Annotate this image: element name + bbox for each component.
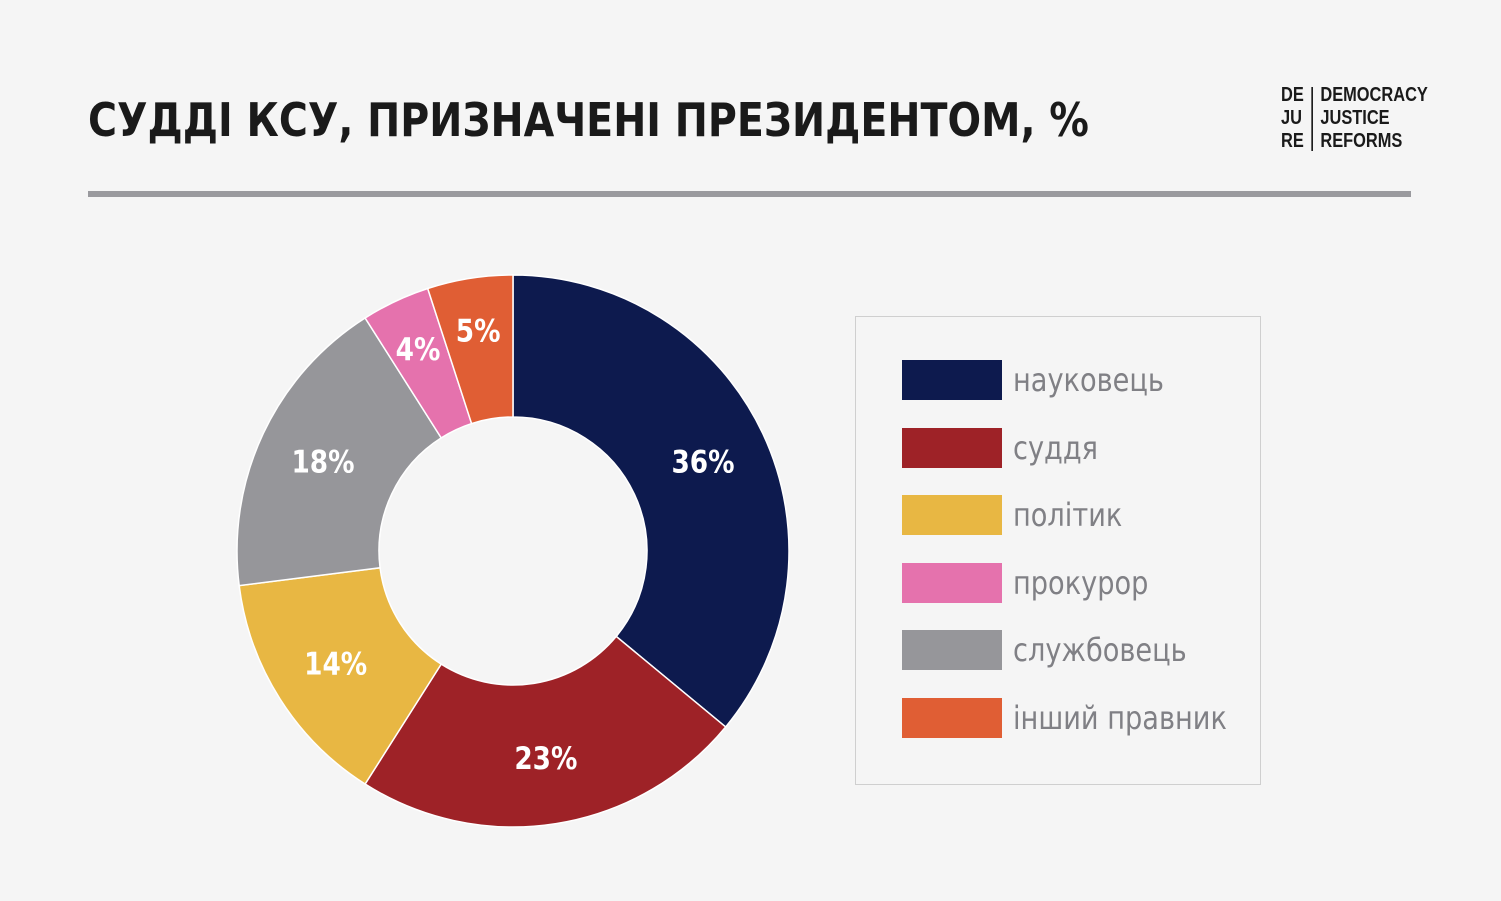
- donut-slice-3: [236, 316, 443, 587]
- legend-swatch: [902, 360, 1002, 400]
- page-title: СУДДІ КСУ, ПРИЗНАЧЕНІ ПРЕЗИДЕНТОМ, %: [88, 93, 1089, 147]
- legend-swatch: [902, 427, 1002, 468]
- slice-label-0: 36%: [671, 443, 734, 480]
- slice-label-5: 5%: [456, 312, 501, 349]
- logo-text: DE: [1281, 84, 1304, 106]
- legend-label: політик: [1013, 496, 1123, 534]
- slice-label-2: 14%: [304, 645, 367, 682]
- logo-text: DEMOCRACY: [1320, 84, 1428, 106]
- legend-swatch: [902, 495, 1002, 535]
- legend-item: суддя: [902, 427, 1242, 468]
- legend-item: службовець: [902, 630, 1242, 670]
- legend-label: суддя: [1013, 428, 1099, 467]
- logo-text: REFORMS: [1320, 130, 1403, 152]
- legend-swatch: [902, 562, 1002, 603]
- legend-item: прокурор: [902, 562, 1242, 603]
- slice-label-4: 4%: [396, 331, 441, 368]
- legend-label: науковець: [1013, 361, 1164, 399]
- dejure-logo: DE JU RE DEMOCRACY JUSTICE REFORMS: [1281, 84, 1428, 156]
- donut-slice-1: [364, 635, 727, 828]
- header-divider: [88, 191, 1411, 197]
- slice-label-1: 23%: [514, 740, 577, 777]
- logo-right-column: DEMOCRACY JUSTICE REFORMS: [1320, 84, 1428, 153]
- legend-item: політик: [902, 495, 1242, 535]
- slice-label-3: 18%: [291, 443, 354, 480]
- legend-swatch: [902, 630, 1002, 670]
- logo-text: JUSTICE: [1320, 107, 1390, 129]
- legend-label: прокурор: [1013, 563, 1149, 602]
- logo-text: JU: [1281, 107, 1302, 129]
- legend-item: науковець: [902, 360, 1242, 400]
- chart-legend: науковець суддя політик прокурор службовець і…: [855, 316, 1261, 785]
- legend-label: інший правник: [1013, 698, 1227, 737]
- logo-divider: [1311, 87, 1313, 151]
- donut-slice-0: [512, 274, 790, 728]
- logo-text: RE: [1281, 130, 1304, 152]
- legend-label: службовець: [1013, 631, 1187, 669]
- legend-swatch: [902, 697, 1002, 738]
- legend-item: інший правник: [902, 697, 1242, 738]
- logo-left-column: DE JU RE: [1281, 84, 1309, 153]
- donut-slice-2: [238, 566, 443, 786]
- donut-slice-5: [426, 274, 514, 425]
